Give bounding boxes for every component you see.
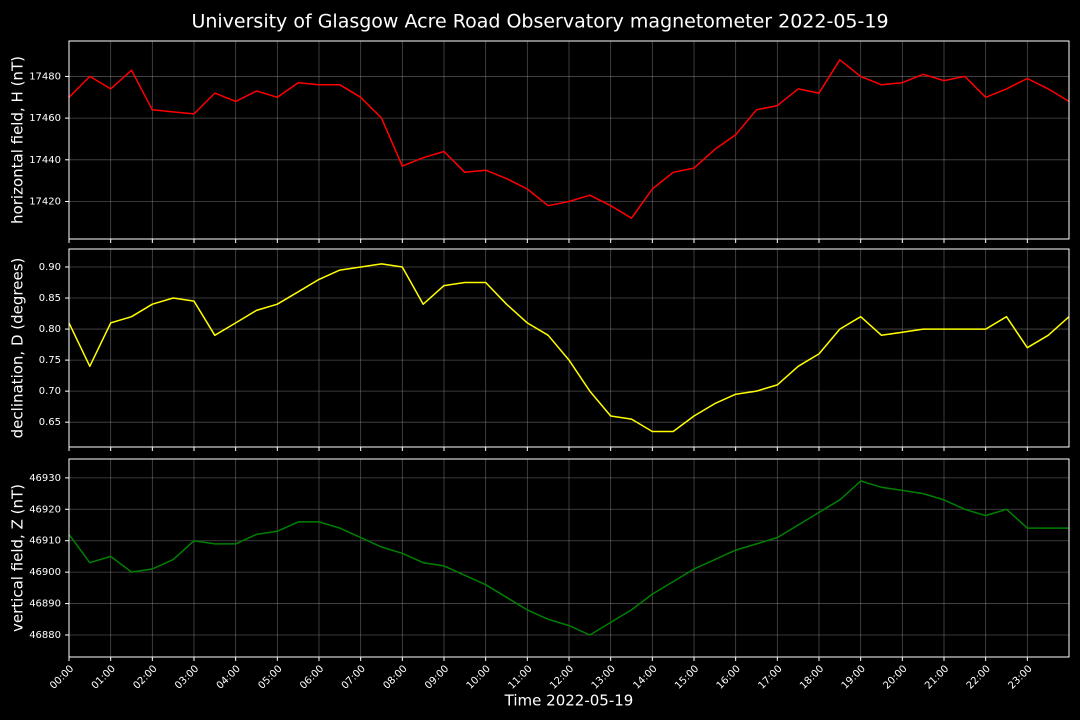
- x-tick-label: 10:00: [465, 663, 493, 691]
- y-axis-label: declination, D (degrees): [9, 258, 27, 439]
- y-tick-label: 0.85: [39, 293, 61, 304]
- y-axis-label: horizontal field, H (nT): [9, 56, 27, 224]
- data-line: [68, 59, 1070, 219]
- y-axis-label: vertical field, Z (nT): [9, 484, 27, 632]
- x-tick-label: 12:00: [548, 663, 576, 691]
- y-tick-label: 17420: [29, 196, 61, 207]
- x-tick-label: 23:00: [1006, 663, 1034, 691]
- x-tick-label: 03:00: [173, 663, 201, 691]
- y-tick-label: 17440: [29, 155, 61, 166]
- x-tick-label: 22:00: [965, 663, 993, 691]
- x-tick-label: 00:00: [48, 663, 76, 691]
- x-tick-label: 19:00: [840, 663, 868, 691]
- x-tick-label: 04:00: [215, 663, 243, 691]
- y-tick-label: 46890: [29, 599, 61, 610]
- x-tick-label: 17:00: [756, 663, 784, 691]
- y-tick-label: 17460: [29, 113, 61, 124]
- y-tick-label: 46910: [29, 536, 61, 547]
- x-tick-label: 15:00: [673, 663, 701, 691]
- x-tick-label: 06:00: [298, 663, 326, 691]
- y-tick-label: 0.80: [39, 324, 61, 335]
- y-tick-label: 17480: [29, 71, 61, 82]
- x-tick-label: 08:00: [381, 663, 409, 691]
- y-tick-label: 0.90: [39, 262, 61, 273]
- x-tick-label: 02:00: [131, 663, 159, 691]
- x-tick-label: 11:00: [506, 663, 534, 691]
- x-tick-label: 16:00: [715, 663, 743, 691]
- y-tick-label: 46880: [29, 630, 61, 641]
- x-tick-label: 05:00: [256, 663, 284, 691]
- data-line: [68, 263, 1070, 433]
- y-tick-label: 0.70: [39, 386, 61, 397]
- plot-frame: [68, 40, 1070, 240]
- x-tick-label: 21:00: [923, 663, 951, 691]
- y-tick-label: 0.75: [39, 355, 61, 366]
- x-tick-label: 07:00: [340, 663, 368, 691]
- data-line: [68, 480, 1069, 636]
- y-tick-label: 46920: [29, 504, 61, 515]
- figure-title: University of Glasgow Acre Road Observat…: [191, 11, 888, 33]
- x-tick-label: 09:00: [423, 663, 451, 691]
- y-tick-label: 46930: [29, 473, 61, 484]
- x-tick-label: 01:00: [90, 663, 118, 691]
- x-tick-label: 14:00: [631, 663, 659, 691]
- x-tick-label: 18:00: [798, 663, 826, 691]
- x-tick-label: 13:00: [590, 663, 618, 691]
- y-tick-label: 46900: [29, 567, 61, 578]
- x-tick-label: 20:00: [881, 663, 909, 691]
- plot-frame: [68, 458, 1070, 658]
- x-axis-label: Time 2022-05-19: [504, 692, 634, 710]
- plot-frame: [68, 248, 1070, 448]
- y-tick-label: 0.65: [39, 417, 61, 428]
